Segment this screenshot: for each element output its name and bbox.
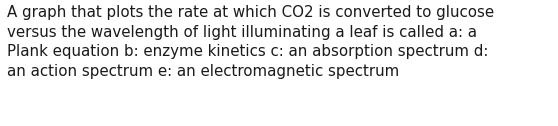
Text: A graph that plots the rate at which CO2 is converted to glucose
versus the wave: A graph that plots the rate at which CO2… bbox=[7, 5, 494, 79]
